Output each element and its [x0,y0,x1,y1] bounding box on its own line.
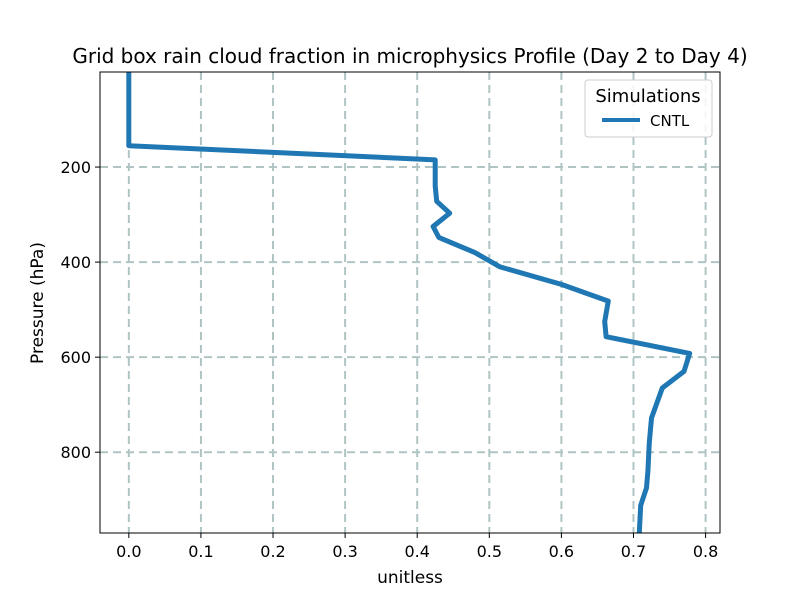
x-tick-label: 0.7 [621,542,646,561]
axis-ticks: 0.0 0.1 0.2 0.3 0.4 0.5 0.6 0.7 0.8 200 400 600 800 [60,158,718,561]
x-tick-label: 0.3 [332,542,357,561]
x-tick-label: 0.0 [116,542,141,561]
chart-title: Grid box rain cloud fraction in microphy… [72,44,747,68]
legend: Simulations CNTL [584,79,713,138]
x-tick-label: 0.8 [693,542,718,561]
legend-label-cntl: CNTL [650,112,690,130]
legend-box [584,79,713,138]
y-tick-label: 600 [60,348,91,367]
plot-frame [99,71,721,534]
x-tick-label: 0.4 [404,542,429,561]
y-axis-label: Pressure (hPa) [28,242,48,364]
y-tick-label: 800 [60,443,91,462]
x-axis-label: unitless [377,568,443,588]
series-line-cntl [126,72,693,534]
x-tick-label: 0.6 [549,542,574,561]
y-tick-label: 400 [60,253,91,272]
y-tick-label: 200 [60,158,91,177]
legend-title: Simulations [595,86,700,107]
x-tick-label: 0.2 [260,542,285,561]
x-tick-label: 0.5 [477,542,502,561]
grid [100,72,720,533]
series-layer [126,72,693,534]
x-tick-label: 0.1 [188,542,213,561]
